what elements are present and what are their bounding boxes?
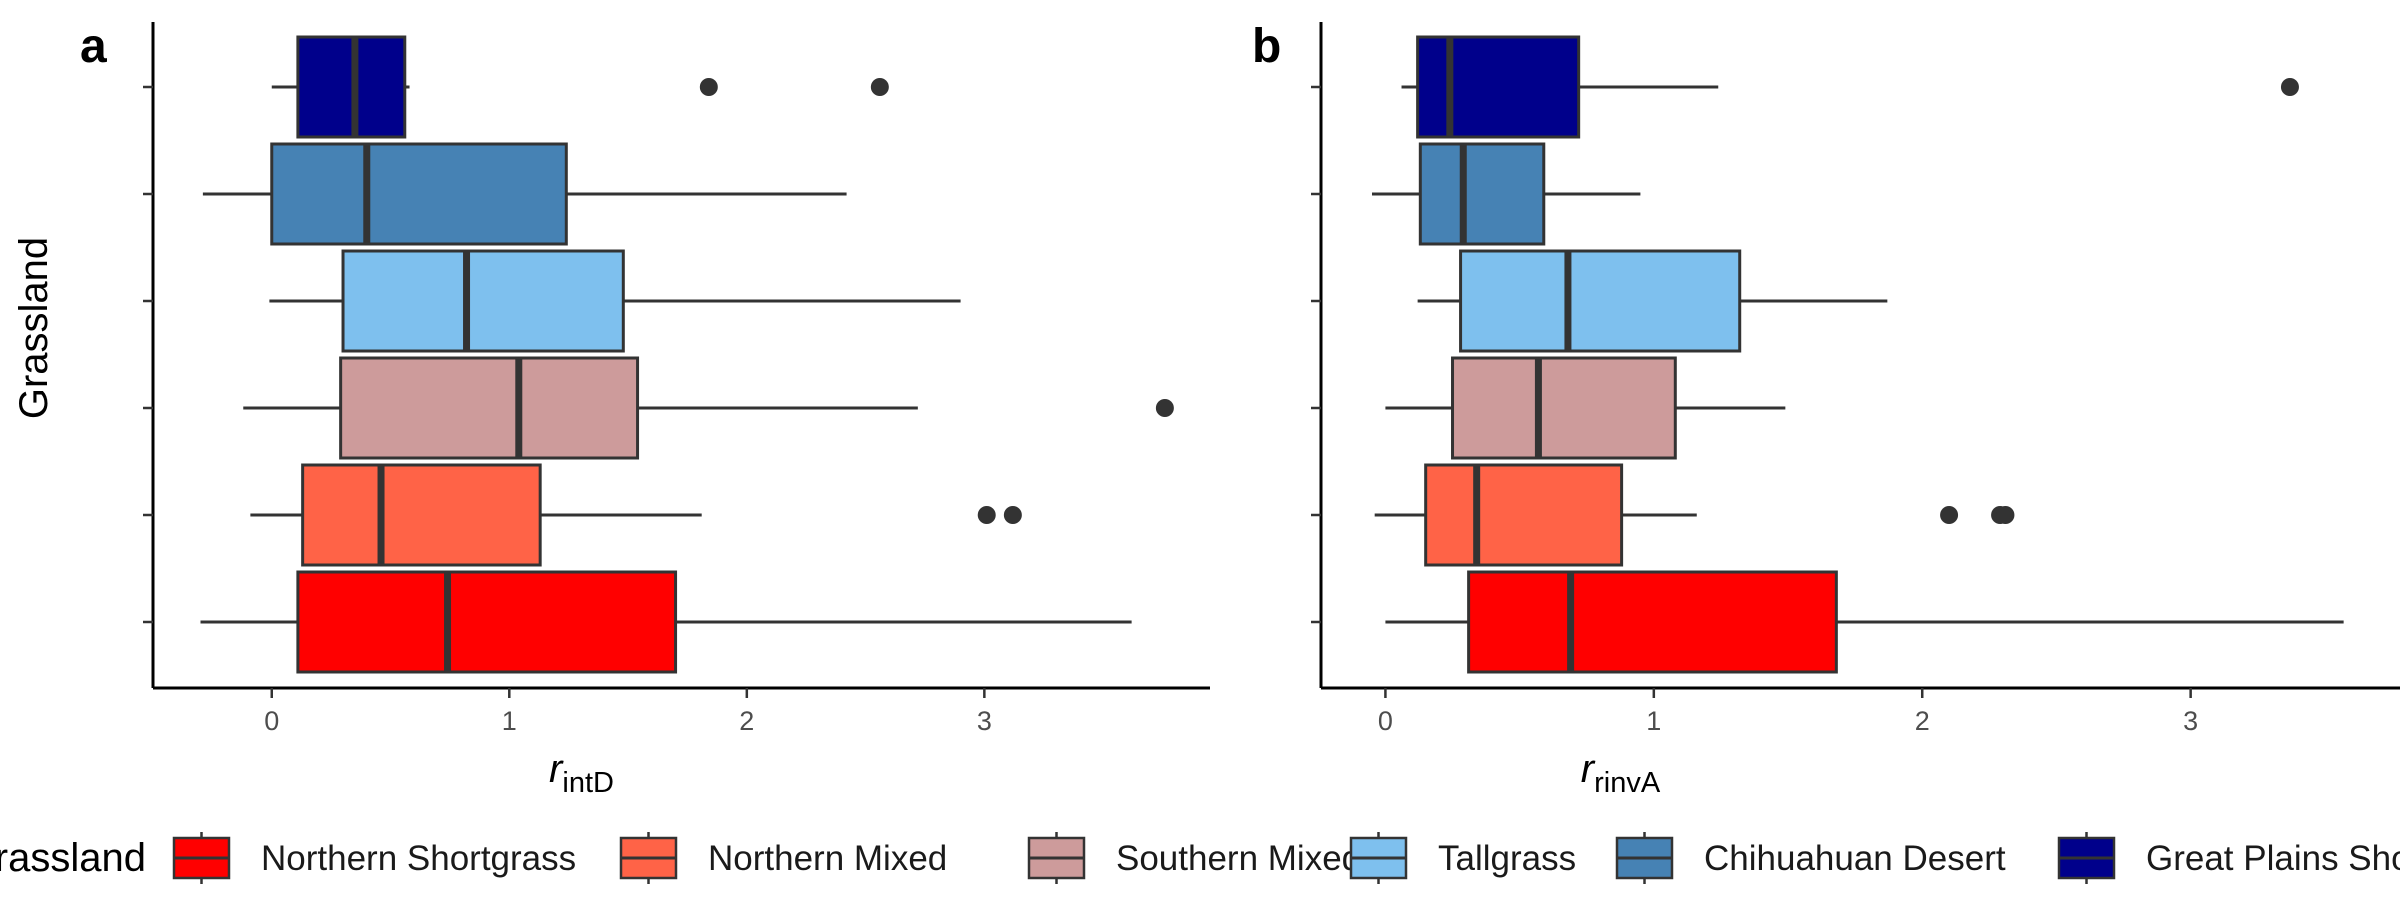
legend-item: Northern Mixed [619,832,947,884]
box [1467,570,1838,674]
legend-label: Northern Shortgrass [261,839,576,878]
x-axis-title: rintD [549,747,614,799]
box-southern-mixed [243,356,1174,460]
outlier-point [699,78,718,96]
box [296,570,678,674]
box-northern-mixed [250,463,1022,567]
y-axis-title: Grassland [12,237,56,419]
outlier-point [2280,78,2299,96]
x-tick-label: 3 [977,706,992,736]
legend-title: Grassland [0,836,146,880]
box-northern-shortgrass [200,570,1132,674]
outlier-point [977,506,996,524]
legend: Grassland Northern Shortgrass Northern Mix… [0,832,2400,884]
legend-label: Chihuahuan Desert [1704,839,2006,878]
x-tick-label: 2 [1915,706,1930,736]
panel-letter: b [1252,20,1281,73]
box-chihuahuan-desert [202,142,847,246]
box-chihuahuan-desert [1371,142,1641,246]
outlier-point [1940,506,1959,524]
legend-label: Northern Mixed [708,839,947,878]
legend-item: Great Plains Shortgrass [2057,832,2400,884]
box [270,142,568,246]
box-great-plains-shortgrass [1401,35,2299,139]
outlier-point [1003,506,1022,524]
outlier-point [1996,506,2015,524]
x-axis-title: rrinvA [1581,747,1661,799]
legend-item: Southern Mixed [1027,832,1361,884]
box [1459,249,1742,353]
legend-item: Chihuahuan Desert [1615,832,2006,884]
x-tick-label: 1 [502,706,517,736]
box-great-plains-shortgrass [271,35,889,139]
box [1451,356,1677,460]
x-tick-label: 0 [264,706,279,736]
x-tick-label: 3 [2183,706,2198,736]
box [339,356,640,460]
x-tick-label: 2 [739,706,754,736]
x-tick-label: 1 [1646,706,1661,736]
legend-item: Tallgrass [1349,832,1576,884]
box [1416,35,1581,139]
box-tallgrass [269,249,961,353]
box-northern-mixed [1374,463,2015,567]
box-southern-mixed [1385,356,1786,460]
box-northern-shortgrass [1385,570,2344,674]
outlier-point [1155,399,1174,417]
box [1418,142,1546,246]
x-tick-label: 0 [1378,706,1393,736]
outlier-point [870,78,889,96]
box [301,463,542,567]
panel-a: a 0 1 2 3 rintD [80,20,1210,799]
panel-letter: a [80,20,107,73]
box [1424,463,1624,567]
box [296,35,407,139]
legend-label: Great Plains Shortgrass [2146,839,2400,878]
box-tallgrass [1417,249,1888,353]
box [341,249,625,353]
legend-label: Southern Mixed [1116,839,1361,878]
legend-label: Tallgrass [1438,839,1576,878]
legend-item: Northern Shortgrass [172,832,576,884]
panel-b: b 0 1 2 3 rrinvA [1252,20,2400,799]
